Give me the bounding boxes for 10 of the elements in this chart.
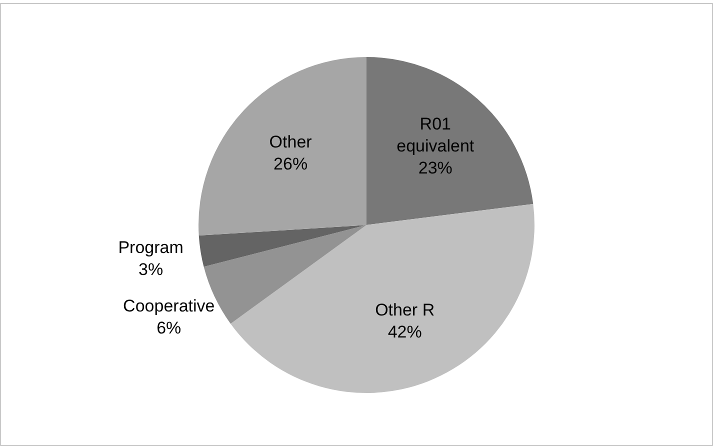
data-label: 26% bbox=[274, 154, 308, 174]
slice-label: Other R bbox=[375, 300, 435, 320]
slice-label: Other bbox=[269, 132, 312, 152]
slice-label: Program bbox=[118, 238, 184, 257]
data-label: 42% bbox=[388, 322, 422, 342]
slice-label: R01 equivalent bbox=[396, 114, 474, 156]
data-label: 23% bbox=[418, 158, 452, 178]
data-label: 6% bbox=[156, 318, 182, 338]
data-label: 3% bbox=[138, 260, 164, 279]
slice-label: Cooperative bbox=[123, 296, 215, 316]
